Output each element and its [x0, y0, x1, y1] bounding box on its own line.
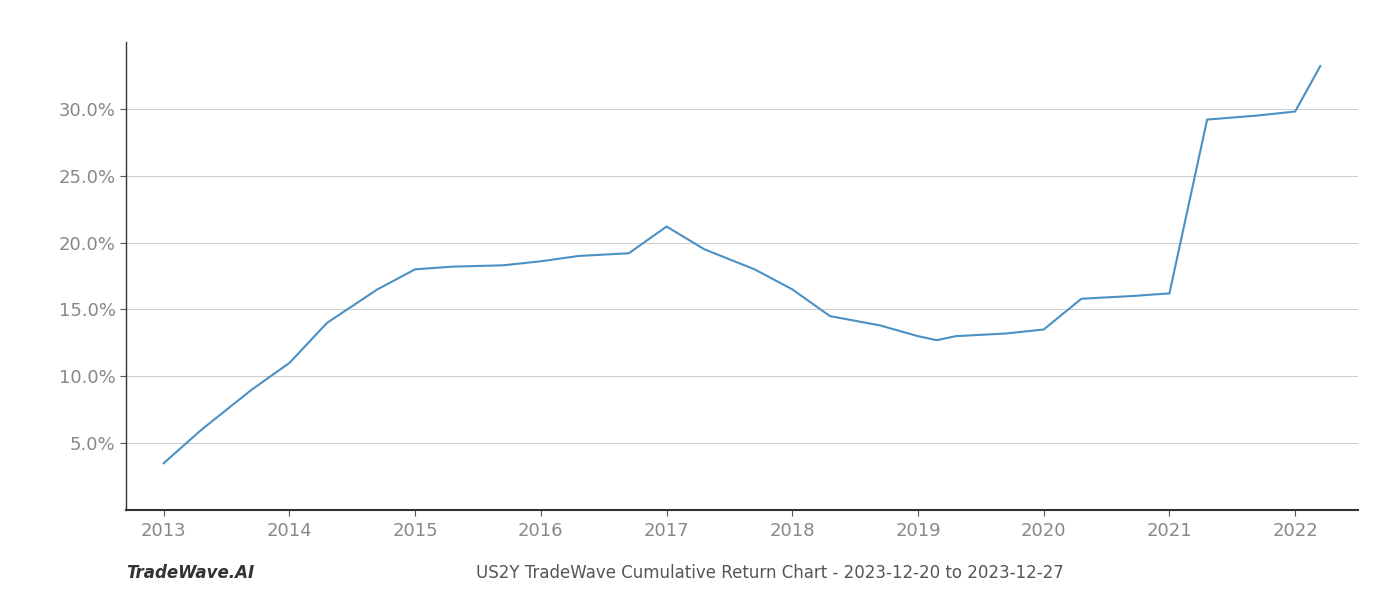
Text: TradeWave.AI: TradeWave.AI [126, 564, 255, 582]
Text: US2Y TradeWave Cumulative Return Chart - 2023-12-20 to 2023-12-27: US2Y TradeWave Cumulative Return Chart -… [476, 564, 1064, 582]
